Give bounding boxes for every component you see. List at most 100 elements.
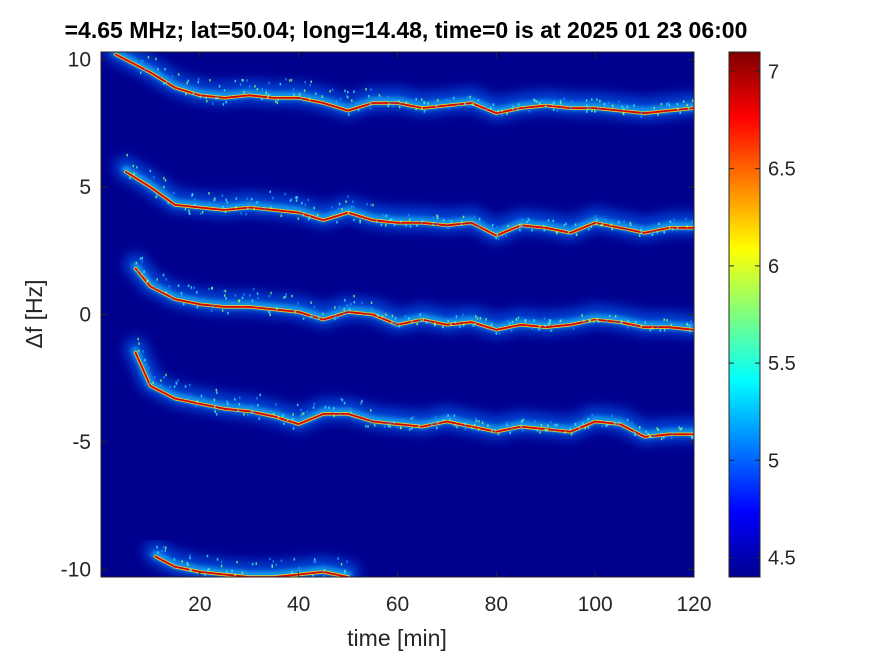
speckle xyxy=(386,421,389,424)
speckle xyxy=(475,221,477,224)
speckle xyxy=(552,219,554,223)
speckle xyxy=(478,224,480,228)
speckle xyxy=(290,78,293,82)
speckle xyxy=(626,418,629,422)
speckle xyxy=(410,417,413,420)
speckle xyxy=(310,315,312,318)
speckle xyxy=(294,311,296,314)
speckle xyxy=(378,97,380,101)
speckle xyxy=(547,424,549,427)
speckle xyxy=(283,296,285,299)
speckle xyxy=(396,425,399,429)
speckle xyxy=(252,288,255,291)
speckle xyxy=(640,231,643,234)
speckle xyxy=(554,423,556,427)
speckle xyxy=(561,226,563,230)
speckle xyxy=(289,199,292,202)
speckle xyxy=(147,56,150,59)
speckle xyxy=(616,421,618,424)
speckle xyxy=(215,413,218,416)
speckle xyxy=(239,83,242,86)
speckle xyxy=(180,292,183,295)
speckle xyxy=(556,232,558,235)
speckle xyxy=(421,220,423,223)
speckle xyxy=(656,230,659,234)
speckle xyxy=(387,424,390,428)
speckle xyxy=(690,320,692,323)
speckle xyxy=(591,98,593,101)
speckle xyxy=(454,423,456,427)
speckle xyxy=(361,301,363,305)
speckle xyxy=(203,298,205,301)
speckle xyxy=(276,307,279,310)
speckle xyxy=(586,110,588,113)
speckle xyxy=(475,417,477,420)
speckle xyxy=(415,97,417,101)
speckle xyxy=(476,221,479,224)
colorbar-tick-label: 6.5 xyxy=(768,159,796,181)
speckle xyxy=(449,319,451,322)
speckle xyxy=(591,109,593,113)
speckle xyxy=(543,224,545,228)
speckle xyxy=(333,407,335,410)
speckle xyxy=(689,329,691,333)
speckle xyxy=(252,411,255,414)
speckle xyxy=(597,107,599,111)
speckle xyxy=(367,312,369,315)
speckle xyxy=(570,100,573,103)
speckle xyxy=(290,198,293,201)
speckle xyxy=(585,99,588,102)
speckle xyxy=(235,197,238,200)
speckle xyxy=(315,560,317,564)
speckle xyxy=(307,217,310,221)
speckle xyxy=(225,100,227,104)
speckle xyxy=(398,100,400,103)
speckle xyxy=(645,430,647,433)
trace-core xyxy=(114,53,694,115)
speckle xyxy=(189,556,191,560)
doppler-trace xyxy=(103,52,694,122)
speckle xyxy=(468,97,470,100)
speckle xyxy=(648,435,651,438)
speckle xyxy=(496,225,498,229)
speckle xyxy=(240,212,242,215)
speckle xyxy=(138,342,140,345)
speckle xyxy=(435,104,438,108)
speckle xyxy=(141,260,144,263)
speckle xyxy=(212,304,214,307)
speckle xyxy=(597,320,600,323)
speckle xyxy=(226,400,228,404)
speckle xyxy=(284,192,286,196)
speckle xyxy=(162,273,165,277)
speckle xyxy=(161,549,163,553)
speckle xyxy=(295,199,298,202)
speckle xyxy=(640,226,643,229)
speckle xyxy=(495,236,497,240)
speckle xyxy=(653,434,655,437)
speckle xyxy=(132,164,134,168)
speckle xyxy=(544,324,546,327)
speckle xyxy=(660,102,663,106)
speckle xyxy=(303,412,305,415)
speckle xyxy=(511,427,513,431)
speckle xyxy=(516,320,519,324)
speckle xyxy=(389,100,392,104)
speckle xyxy=(682,100,685,103)
speckle xyxy=(201,211,204,214)
speckle xyxy=(385,214,387,218)
speckle xyxy=(420,98,423,101)
speckle xyxy=(453,414,456,417)
speckle xyxy=(183,86,185,89)
speckle xyxy=(467,95,469,99)
speckle xyxy=(268,93,270,97)
speckle xyxy=(660,437,663,441)
speckle xyxy=(215,96,217,100)
speckle xyxy=(691,436,693,440)
speckle xyxy=(509,431,511,435)
speckle xyxy=(291,571,293,574)
speckle xyxy=(369,106,372,110)
speckle xyxy=(521,223,523,227)
speckle xyxy=(395,324,398,327)
speckle xyxy=(203,400,205,403)
speckle xyxy=(432,223,435,226)
